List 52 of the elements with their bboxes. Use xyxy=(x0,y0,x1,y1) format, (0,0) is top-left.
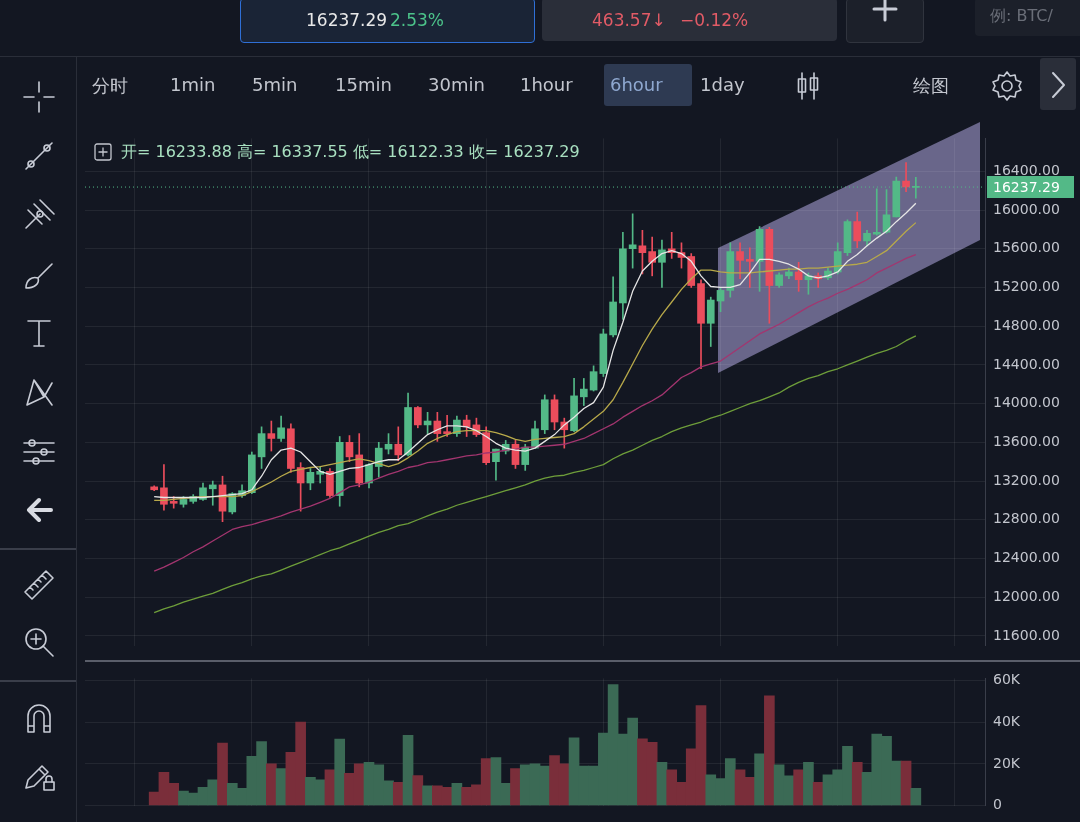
bar xyxy=(412,775,424,806)
y-tick-label: 12800.00 xyxy=(993,510,1060,527)
bar xyxy=(217,742,228,806)
text: 15min xyxy=(335,74,392,95)
text: 绘图 xyxy=(913,74,949,98)
bar xyxy=(266,763,277,806)
bar xyxy=(422,785,433,806)
text: −0.12% xyxy=(680,10,749,30)
bar xyxy=(910,787,922,806)
bar xyxy=(812,781,824,806)
text: 1day xyxy=(700,74,745,95)
bar xyxy=(275,768,287,806)
bar xyxy=(754,753,765,806)
y-tick-label: 12400.00 xyxy=(993,549,1060,566)
bar xyxy=(764,695,775,806)
y-tick-label: 20K xyxy=(993,754,1021,771)
bar xyxy=(793,769,804,806)
text: 1min xyxy=(170,74,216,95)
text: 分时 xyxy=(92,74,128,98)
bar xyxy=(803,762,814,806)
text: 1hour xyxy=(520,74,573,95)
y-tick-label: 16400.00 xyxy=(993,161,1060,178)
y-tick-label: 0 xyxy=(993,796,1002,813)
y-tick-label: 60K xyxy=(993,671,1021,688)
candlestick xyxy=(746,247,754,288)
y-tick-label: 15600.00 xyxy=(993,239,1060,256)
candlestick xyxy=(208,480,217,506)
text: 2.53% xyxy=(390,10,445,30)
annotation: 开= 16233.88 高= 16337.55 低= 16122.33 收= 16237.29 xyxy=(121,142,580,163)
y-tick-label: 13600.00 xyxy=(993,432,1060,449)
y-tick-label: 40K xyxy=(993,712,1021,729)
text: 30min xyxy=(428,74,485,95)
text: 16237.29 xyxy=(306,10,388,30)
bar xyxy=(392,781,404,806)
ref-line-label: 16237.29 xyxy=(993,178,1060,195)
y-tick-label: 11600.00 xyxy=(993,626,1060,643)
bar xyxy=(900,760,912,806)
y-tick-label: 14400.00 xyxy=(993,355,1060,372)
text: 5min xyxy=(252,74,298,95)
text: 6hour xyxy=(610,74,663,95)
y-tick-label: 16000.00 xyxy=(993,200,1060,217)
y-tick-label: 14800.00 xyxy=(993,316,1060,333)
y-tick-label: 12000.00 xyxy=(993,587,1060,604)
candlestick xyxy=(902,162,910,192)
text: 例: BTC/ xyxy=(990,6,1053,27)
bar xyxy=(851,762,863,806)
y-tick-label: 13200.00 xyxy=(993,471,1060,488)
y-tick-label: 15200.00 xyxy=(993,278,1060,295)
y-tick-label: 14000.00 xyxy=(993,394,1060,411)
text: 463.57↓ xyxy=(592,10,666,30)
bar xyxy=(334,738,346,806)
bar xyxy=(510,768,521,806)
